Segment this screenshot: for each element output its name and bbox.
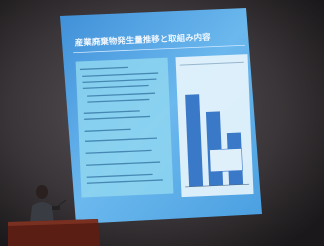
legend-box — [210, 148, 243, 171]
page: {"slide": {"title": "産業廃棄物発生量推移と取組み内容"}}… — [0, 0, 324, 246]
photo: 産業廃棄物発生量推移と取組み内容 — [0, 0, 324, 246]
